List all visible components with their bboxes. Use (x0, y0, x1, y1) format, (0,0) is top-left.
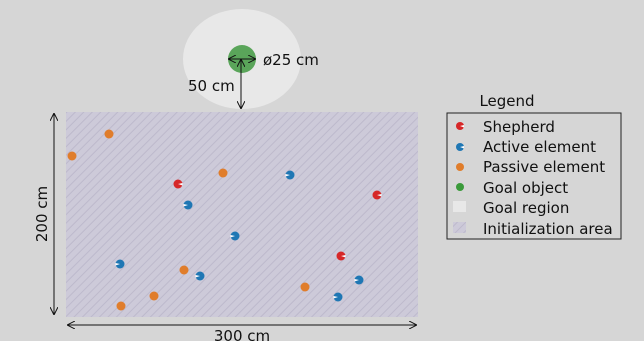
legend-label-region: Goal region (483, 199, 569, 217)
legend: Legend Shepherd Active element Passive e… (446, 92, 622, 240)
passive-element (104, 129, 114, 139)
legend-marker-region-icon (453, 201, 466, 212)
legend-marker-shepherd-icon (456, 122, 464, 130)
goal-distance-label: 50 cm (188, 77, 235, 95)
legend-marker-active-icon (456, 143, 464, 151)
passive-element (218, 168, 228, 178)
area-width-label: 300 cm (214, 327, 270, 341)
passive-element (67, 151, 77, 161)
passive-element (149, 291, 159, 301)
passive-element (300, 282, 310, 292)
goal-diameter-label: ø25 cm (263, 51, 319, 69)
legend-title: Legend (479, 92, 534, 110)
initialization-area (66, 112, 418, 317)
legend-label-area: Initialization area (483, 220, 613, 238)
active-element (230, 231, 240, 241)
legend-marker-passive-icon (456, 163, 464, 171)
legend-marker-goal-icon (456, 183, 464, 191)
active-element (183, 200, 193, 210)
passive-element (116, 301, 126, 311)
active-element (354, 275, 364, 285)
legend-box (446, 112, 622, 240)
active-element (333, 292, 343, 302)
legend-label-shepherd: Shepherd (483, 118, 555, 136)
legend-label-passive: Passive element (483, 158, 605, 176)
legend-label-goal: Goal object (483, 179, 568, 197)
shepherd (372, 190, 382, 200)
legend-label-active: Active element (483, 138, 596, 156)
active-element (285, 170, 295, 180)
area-height-label: 200 cm (33, 186, 51, 242)
active-element (115, 259, 125, 269)
legend-marker-area-icon (453, 222, 466, 233)
shepherd (336, 251, 346, 261)
passive-element (179, 265, 189, 275)
active-element (195, 271, 205, 281)
shepherd (173, 179, 183, 189)
